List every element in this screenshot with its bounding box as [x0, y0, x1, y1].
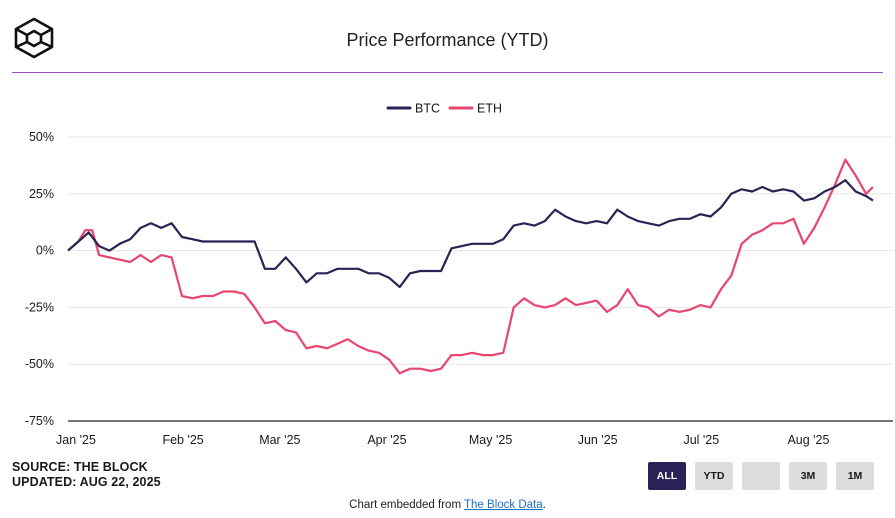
x-tick-label: Feb '25 [162, 433, 203, 447]
y-tick-label: -75% [25, 414, 54, 428]
y-tick-label: 50% [29, 130, 54, 144]
chart-title: Price Performance (YTD) [346, 30, 549, 50]
legend-label-btc: BTC [415, 102, 440, 116]
range-button-3m[interactable]: 3M [789, 462, 827, 490]
embed-suffix: . [542, 499, 546, 511]
the-block-logo-icon [14, 17, 54, 59]
y-tick-label: 25% [29, 187, 54, 201]
y-tick-label: 0% [36, 244, 54, 258]
x-tick-label: Jun '25 [578, 433, 618, 447]
range-button-1m[interactable]: 1M [836, 462, 874, 490]
legend-label-eth: ETH [477, 102, 502, 116]
chart-meta: SOURCE: THE BLOCK UPDATED: AUG 22, 2025 [12, 460, 161, 490]
header-divider [12, 72, 883, 73]
embed-footer: Chart embedded from The Block Data. [0, 499, 895, 511]
range-button-ytd[interactable]: YTD [695, 462, 733, 490]
x-tick-label: Mar '25 [259, 433, 300, 447]
the-block-data-link[interactable]: The Block Data [464, 499, 543, 511]
price-performance-chart: 50% 25% 0% -25% -50% -75%Jan '25 Feb '25 Mar '2… [25, 102, 893, 447]
x-tick-label: Jan '25 [56, 433, 96, 447]
range-button-blank[interactable] [742, 462, 780, 490]
y-tick-label: -25% [25, 300, 54, 314]
x-tick-label: Jul '25 [683, 433, 719, 447]
source-label: SOURCE: THE BLOCK [12, 460, 148, 474]
x-tick-label: Aug '25 [787, 433, 829, 447]
range-selector: ALL YTD 3M 1M [648, 462, 874, 490]
embed-prefix: Chart embedded from [349, 499, 465, 511]
series-line-eth [67, 158, 874, 375]
range-button-all[interactable]: ALL [648, 462, 686, 490]
x-tick-label: Apr '25 [367, 433, 406, 447]
x-tick-label: May '25 [469, 433, 512, 447]
y-tick-label: -50% [25, 357, 54, 371]
series-line-btc [67, 179, 874, 289]
updated-label: UPDATED: AUG 22, 2025 [12, 475, 161, 489]
